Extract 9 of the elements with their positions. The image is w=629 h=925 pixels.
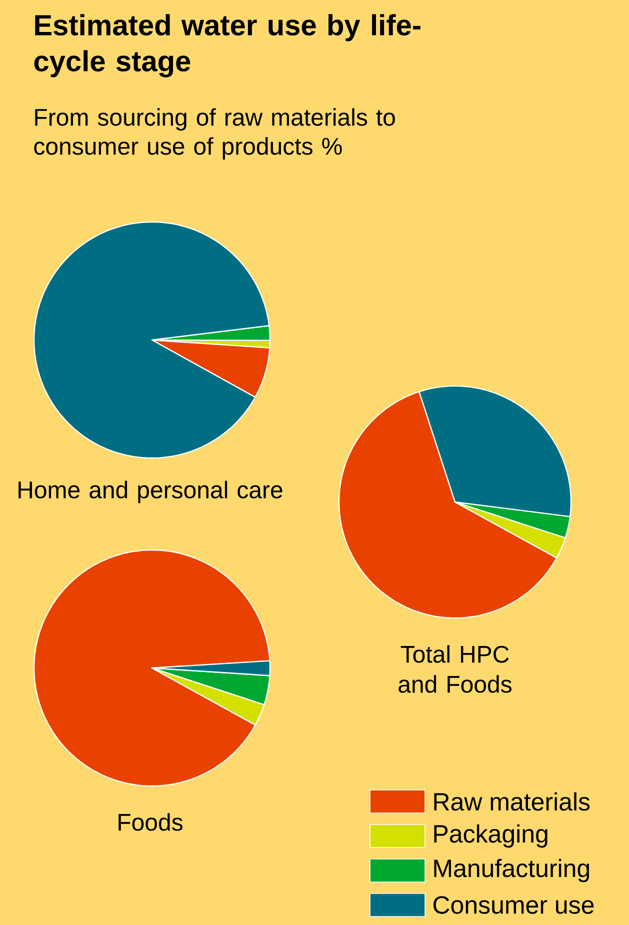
text: Foods — [118, 813, 182, 831]
legend-label: Consumer use — [433, 896, 594, 914]
text: From sourcing of raw materials to consumer use of products % — [34, 108, 395, 160]
legend-label: Raw materials — [434, 792, 590, 811]
text: Home and personal care — [18, 480, 282, 504]
text: Estimated water use by life-cycle stage — [34, 14, 420, 78]
legend-label: Manufacturing — [434, 858, 589, 882]
legend-label: Packaging — [434, 824, 548, 848]
text: Total HPC and Foods — [398, 645, 512, 693]
